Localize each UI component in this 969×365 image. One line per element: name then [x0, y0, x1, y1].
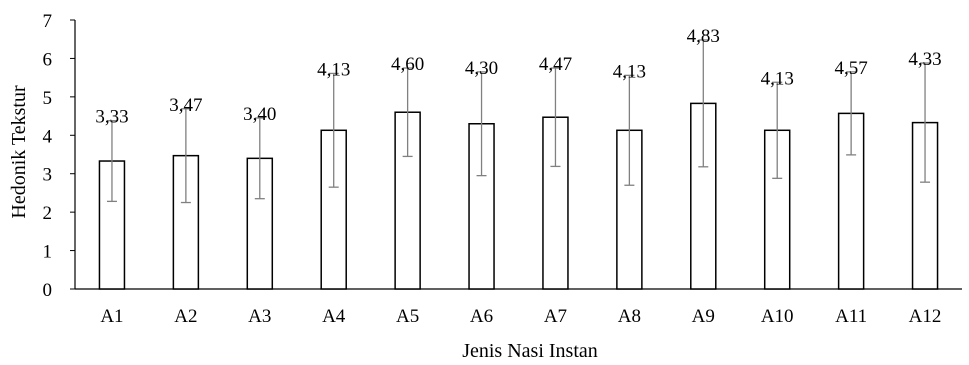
data-label-A8: 4,13 — [613, 61, 646, 82]
x-tick-label-A12: A12 — [909, 306, 942, 327]
x-tick-label-A8: A8 — [618, 306, 641, 327]
x-axis-title: Jenis Nasi Instan — [462, 340, 598, 362]
bar-A8 — [616, 129, 643, 290]
data-label-A10: 4,13 — [761, 68, 794, 89]
error-bar-A10 — [772, 81, 783, 179]
data-labels: 3,33 3,47 3,40 4,13 4,60 4,30 4,47 4,13 4,83 4,13… — [95, 26, 941, 128]
data-label-A5: 4,60 — [391, 54, 424, 75]
x-tick-label-A9: A9 — [692, 306, 715, 327]
y-tick-label: 5 — [43, 88, 53, 109]
error-bar-A8 — [624, 74, 635, 186]
error-bar-A11 — [846, 71, 857, 156]
x-tick-label-A5: A5 — [396, 306, 419, 327]
data-label-A9: 4,83 — [687, 26, 720, 47]
bars — [98, 102, 939, 290]
x-tick-label-A1: A1 — [100, 306, 123, 327]
error-bar-A9 — [698, 39, 709, 168]
error-bar-A5 — [402, 67, 413, 158]
y-tick-label: 0 — [43, 280, 53, 301]
x-tick-label-A11: A11 — [835, 306, 867, 327]
y-axis — [70, 19, 76, 290]
data-label-A1: 3,33 — [95, 107, 128, 128]
data-label-A11: 4,57 — [835, 58, 868, 79]
data-label-A7: 4,47 — [539, 54, 572, 75]
error-bar-A7 — [550, 67, 561, 168]
y-tick-labels: 0 1 2 3 4 5 6 7 — [43, 11, 53, 301]
x-tick-label-A6: A6 — [470, 306, 493, 327]
error-bars — [106, 39, 931, 204]
data-label-A6: 4,30 — [465, 58, 498, 79]
error-bar-A3 — [254, 117, 265, 200]
error-bar-A4 — [328, 72, 339, 188]
error-bar-A6 — [476, 71, 487, 177]
y-tick-label: 7 — [43, 11, 53, 32]
y-axis-title: Hedonik Tekstur — [8, 85, 30, 219]
y-tick-label: 2 — [43, 203, 53, 224]
x-tick-label-A4: A4 — [322, 306, 346, 327]
data-label-A12: 4,33 — [908, 49, 941, 70]
x-tick-label-A3: A3 — [248, 306, 271, 327]
x-tick-labels: A1 A2 A3 A4 A5 A6 A7 A8 A9 A10 A11 A12 — [100, 306, 941, 327]
data-label-A4: 4,13 — [317, 59, 350, 80]
x-tick-label-A2: A2 — [174, 306, 197, 327]
data-label-A2: 3,47 — [169, 95, 202, 116]
bar-A10 — [763, 129, 791, 290]
error-bar-A1 — [106, 120, 117, 203]
data-label-A3: 3,40 — [243, 104, 276, 125]
y-tick-label: 4 — [43, 126, 53, 147]
error-bar-A12 — [920, 62, 931, 183]
y-tick-label: 1 — [43, 242, 53, 263]
x-tick-label-A10: A10 — [761, 306, 794, 327]
bar-A3 — [246, 157, 274, 290]
y-tick-label: 3 — [43, 165, 53, 186]
y-tick-label: 6 — [43, 49, 53, 70]
error-bar-A2 — [180, 108, 191, 204]
x-tick-label-A7: A7 — [544, 306, 567, 327]
